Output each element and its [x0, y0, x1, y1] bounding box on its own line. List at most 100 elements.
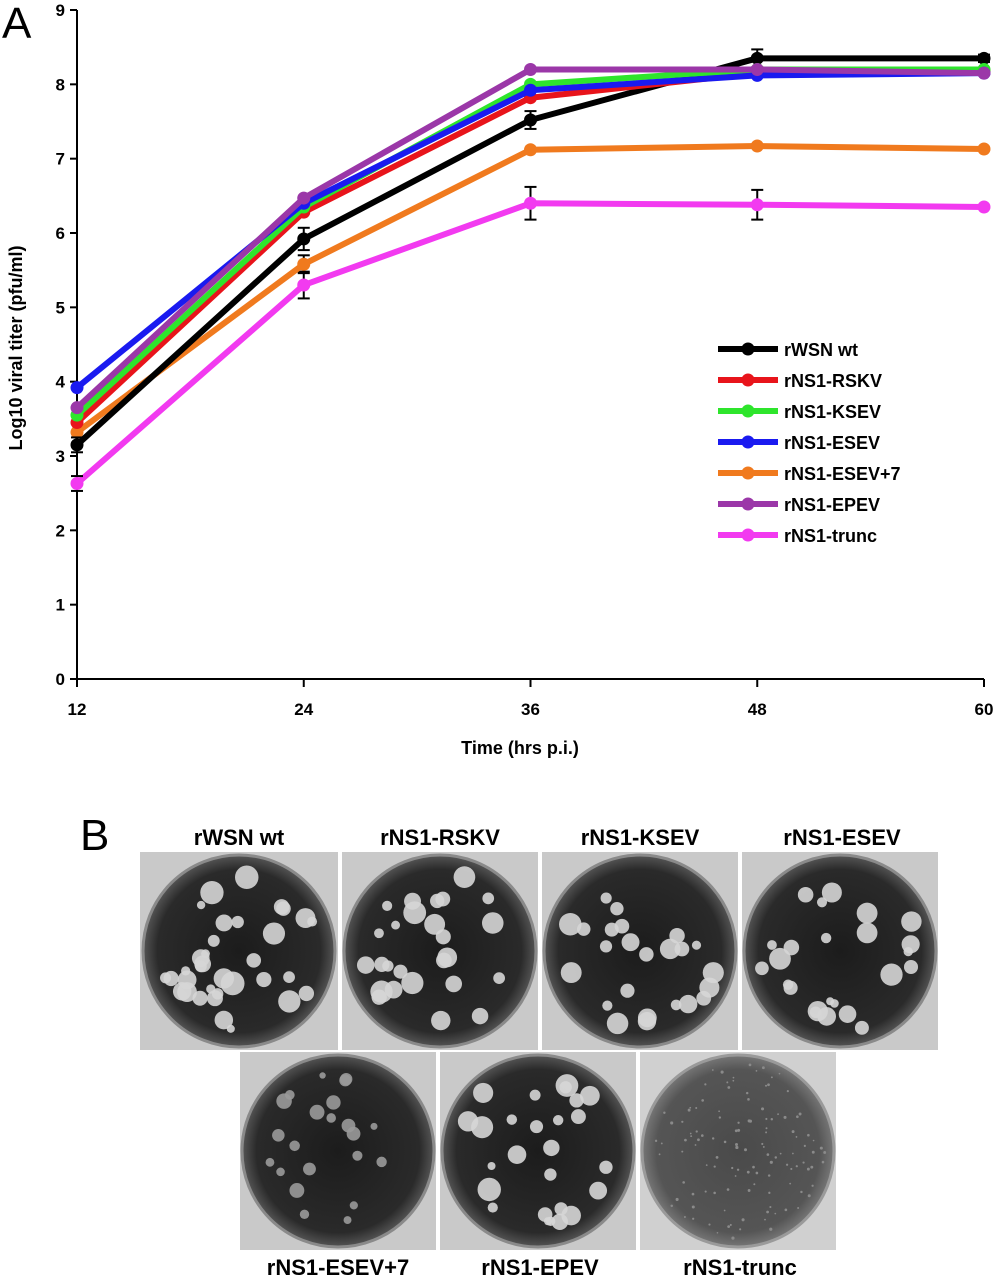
plaque	[555, 1074, 579, 1097]
data-point	[70, 438, 84, 452]
speck	[690, 1135, 693, 1138]
data-point	[750, 198, 764, 212]
speck	[681, 1120, 684, 1123]
speck	[766, 1210, 769, 1214]
plaque	[669, 927, 685, 944]
plaque	[445, 975, 463, 993]
plaque	[797, 886, 814, 903]
speck	[723, 1209, 726, 1212]
x-tick-label: 48	[748, 700, 767, 719]
plaque	[326, 1113, 336, 1123]
plaque	[370, 1122, 378, 1130]
legend-item: rWSN wt	[718, 340, 858, 360]
speck	[737, 1128, 741, 1132]
speck	[810, 1165, 814, 1169]
plaques	[755, 882, 922, 1035]
plaque	[477, 1177, 501, 1202]
plaque	[769, 947, 791, 970]
speck	[779, 1152, 782, 1155]
plaque	[570, 1109, 586, 1125]
legend: rWSN wt rNS1-RSKV rNS1-KSEV rNS1-ESEV rNS1-E…	[718, 340, 901, 546]
speck	[789, 1182, 792, 1185]
speck	[770, 1117, 774, 1121]
speck	[718, 1110, 720, 1113]
x-tick-label: 12	[68, 700, 87, 719]
x-axis-label: Time (hrs p.i.)	[461, 738, 579, 758]
speck	[734, 1175, 737, 1177]
speck	[735, 1145, 739, 1150]
plate-rns1-trunc	[640, 1052, 836, 1250]
legend-swatch-marker	[741, 528, 755, 542]
plaque	[319, 1072, 326, 1079]
plaque	[639, 947, 654, 962]
plate-rwsn-wt	[140, 852, 338, 1050]
plaque	[346, 1126, 361, 1141]
speck	[731, 1166, 734, 1170]
plaque	[816, 897, 828, 908]
plaque	[560, 962, 582, 984]
data-point	[524, 196, 537, 210]
plaque	[404, 892, 422, 910]
plaque	[352, 1150, 363, 1161]
y-tick-label: 7	[56, 150, 65, 169]
x-tick-label: 24	[294, 700, 313, 719]
plaque	[903, 959, 919, 975]
speck	[663, 1111, 666, 1114]
speck	[732, 1076, 735, 1079]
speck	[741, 1218, 745, 1222]
speck	[701, 1099, 704, 1102]
plate-label-rwsn-wt: rWSN wt	[194, 825, 285, 850]
plaque	[194, 960, 207, 973]
plate-rns1-esev	[742, 852, 938, 1050]
speck	[711, 1137, 715, 1140]
speck	[797, 1206, 800, 1209]
speck	[819, 1146, 823, 1150]
plaque	[214, 1010, 234, 1030]
plaque	[196, 900, 206, 910]
plaque	[231, 915, 244, 929]
plaque	[602, 1000, 613, 1011]
data-point	[977, 142, 991, 156]
plaque	[401, 971, 424, 995]
plaque	[226, 1024, 235, 1033]
plaque	[493, 972, 505, 985]
speck	[744, 1148, 748, 1152]
plaque	[856, 902, 878, 924]
plaque	[376, 1156, 387, 1168]
speck	[682, 1181, 685, 1184]
legend-swatch-marker	[741, 435, 755, 449]
speck	[729, 1223, 732, 1226]
speck	[769, 1205, 772, 1209]
speck	[761, 1066, 765, 1070]
plaque	[691, 940, 702, 950]
speck	[769, 1227, 773, 1231]
plaque	[382, 960, 394, 972]
plaque	[265, 1157, 275, 1167]
plaque	[670, 999, 682, 1011]
plaque	[262, 922, 286, 945]
plaque	[435, 929, 451, 945]
plaque	[424, 913, 446, 935]
y-tick-label: 5	[56, 298, 65, 317]
plaque	[614, 918, 630, 934]
plaque	[211, 988, 224, 1000]
plaque	[589, 1181, 608, 1200]
speck	[766, 1153, 770, 1156]
speck	[736, 1168, 740, 1171]
speck	[704, 1083, 707, 1086]
speck	[747, 1119, 751, 1123]
plaque	[234, 865, 259, 890]
speck	[755, 1171, 759, 1175]
speck	[786, 1090, 789, 1093]
plaque	[213, 968, 235, 989]
speck	[737, 1121, 740, 1124]
speck	[670, 1204, 673, 1208]
legend-item: rNS1-EPEV	[718, 495, 880, 515]
plaque	[471, 1007, 489, 1025]
plaque	[246, 953, 262, 968]
speck	[765, 1131, 768, 1134]
speck	[812, 1139, 815, 1142]
plaque	[600, 892, 612, 904]
speck	[700, 1134, 704, 1137]
